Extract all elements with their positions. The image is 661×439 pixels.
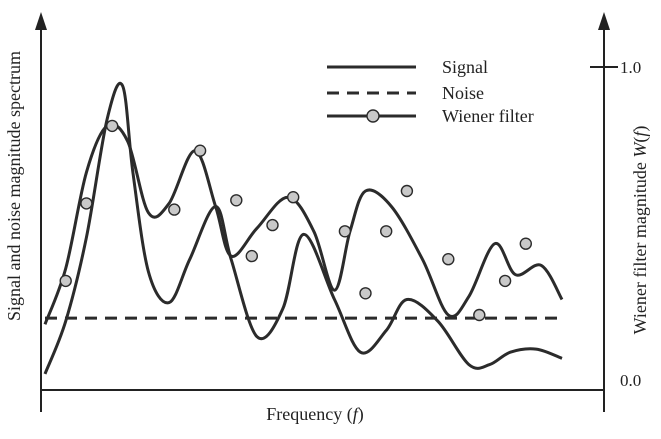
wiener-filter-marker <box>359 287 372 300</box>
legend-wiener-label: Wiener filter <box>442 106 534 126</box>
wiener-filter-marker <box>400 184 414 198</box>
wiener-filter-marker <box>230 194 243 207</box>
wiener-filter-marker <box>338 225 352 238</box>
left-y-axis-label: Signal and noise magnitude spectrum <box>4 51 24 321</box>
left-y-axis-arrow <box>35 12 47 30</box>
legend-signal-label: Signal <box>442 57 488 77</box>
wiener-filter-marker <box>80 197 93 210</box>
wiener-filter-marker <box>105 119 119 133</box>
right-y-axis-label: Wiener filter magnitude W(f) <box>630 126 651 335</box>
right-axis-tick-label: 0.0 <box>620 371 641 390</box>
wiener-filter-marker <box>380 225 393 238</box>
wiener-filter-marker <box>473 308 486 322</box>
legend-wiener-marker <box>366 109 380 123</box>
legend-noise-label: Noise <box>442 83 484 103</box>
wiener-filter-marker <box>245 249 259 263</box>
signal-line <box>43 82 563 375</box>
wiener-filter-marker <box>519 237 532 250</box>
right-axis-tick-label: 1.0 <box>620 58 641 77</box>
wiener-filter-marker <box>266 218 279 232</box>
plot-area <box>43 82 564 375</box>
wiener-filter-marker <box>287 190 300 204</box>
wiener-filter-line <box>43 122 564 325</box>
wiener-filter-marker <box>442 253 455 266</box>
wiener-filter-marker <box>168 203 181 216</box>
x-axis-label: Frequency (f) <box>266 404 363 425</box>
right-axis-ticks: 1.0 0.0 <box>590 58 641 390</box>
wiener-filter-marker <box>498 274 512 288</box>
wiener-filter-marker <box>193 144 207 157</box>
legend: Signal Noise Wiener filter <box>327 57 534 126</box>
right-y-axis-arrow <box>598 12 610 30</box>
wiener-filter-marker <box>59 274 72 288</box>
